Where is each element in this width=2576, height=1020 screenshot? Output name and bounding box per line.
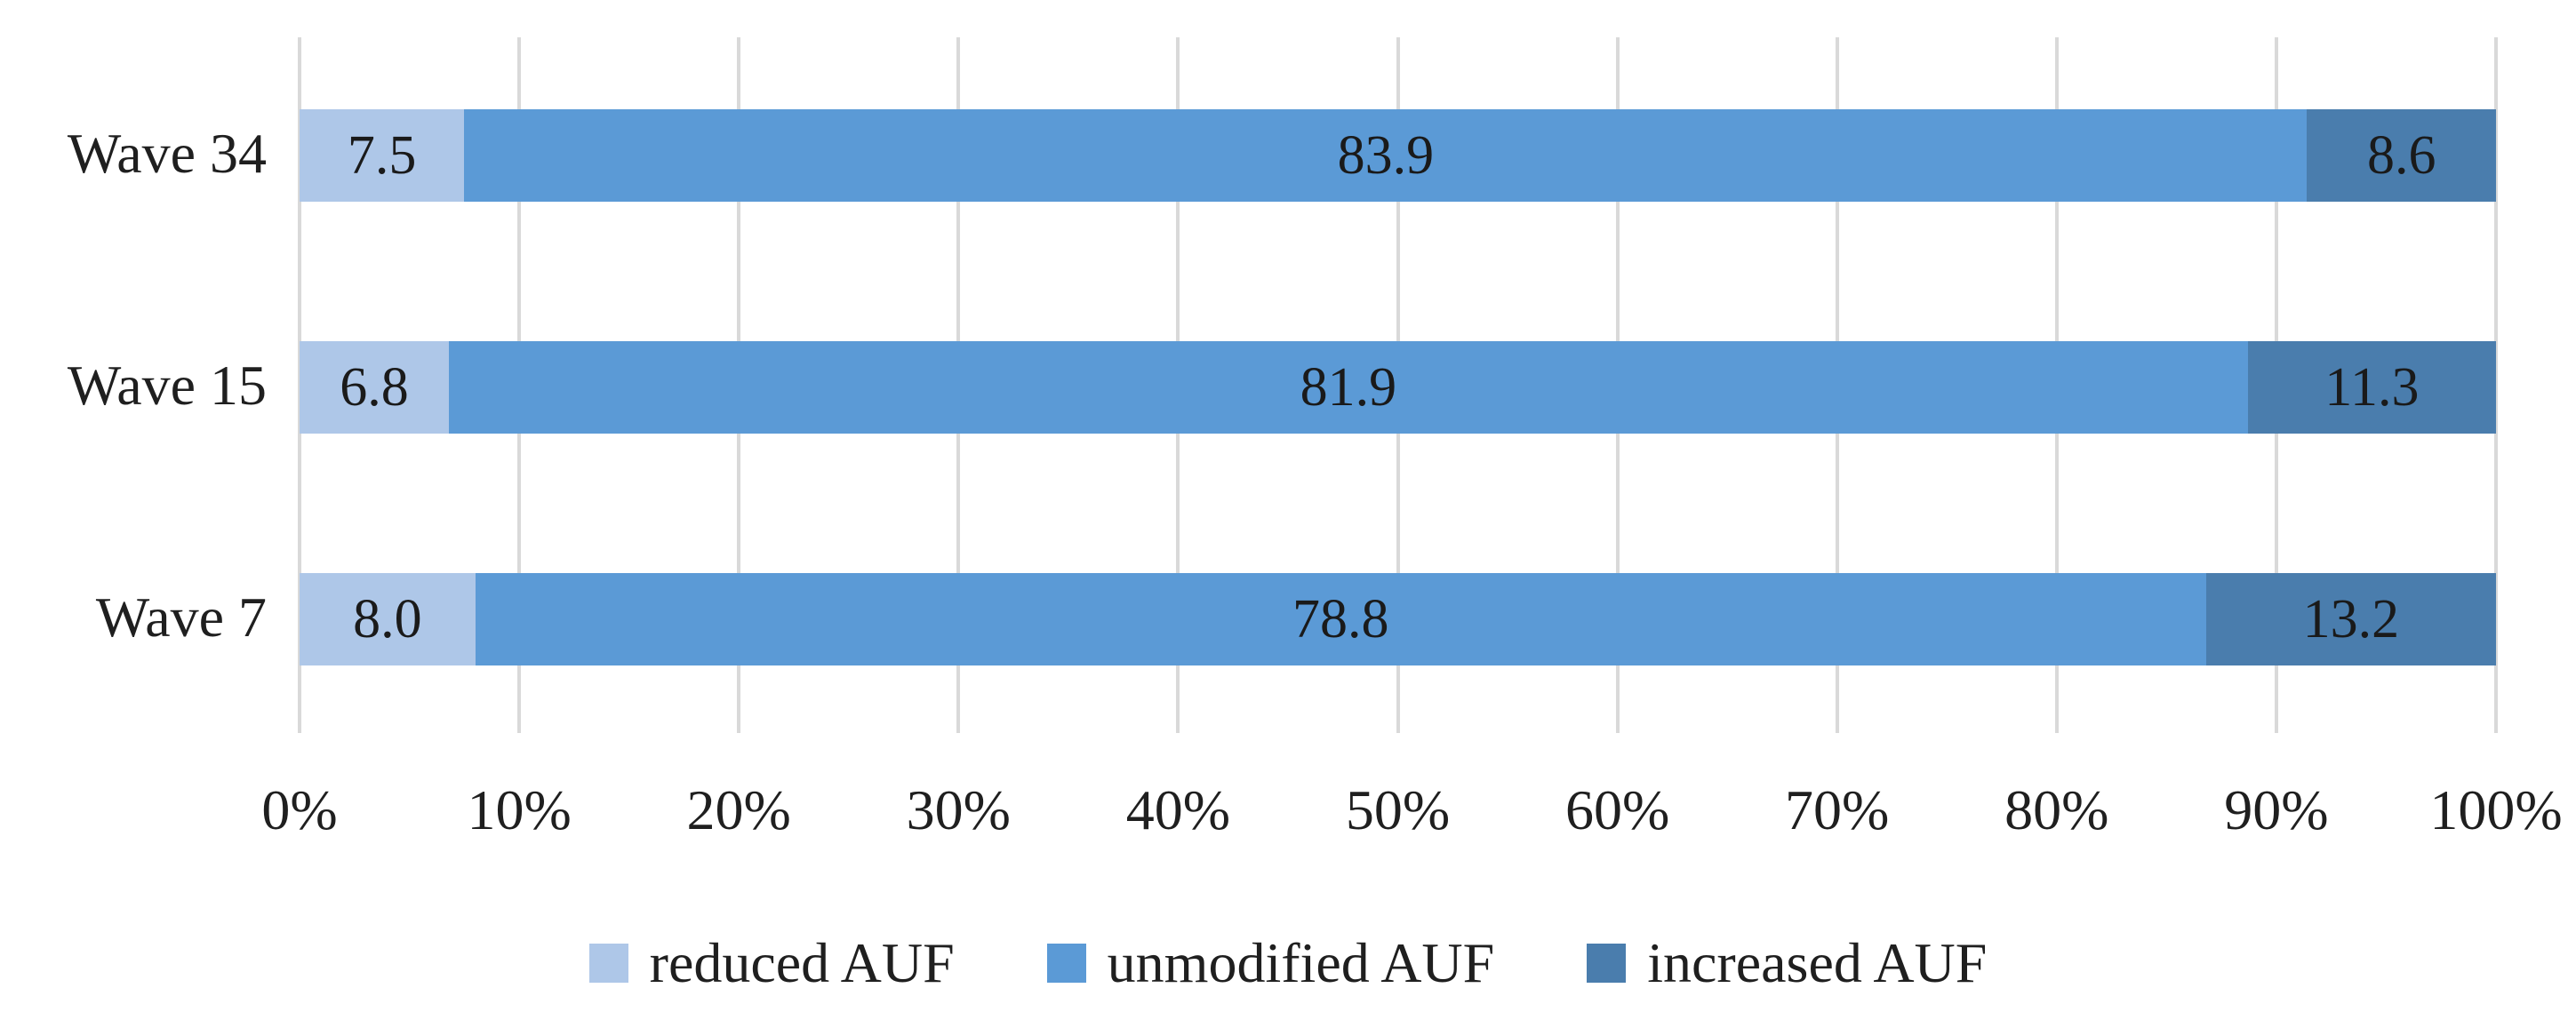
x-tick-label: 70% <box>1785 778 1890 841</box>
x-tick-label: 40% <box>1125 778 1231 841</box>
data-label: 8.0 <box>353 589 422 649</box>
plot-area: 7.5 83.9 8.6 6.8 81.9 11.3 8.0 78.8 13.2 <box>298 37 2498 733</box>
bar-row: 6.8 81.9 11.3 <box>300 341 2496 434</box>
bar-segment-unmodified-auf: 78.8 <box>475 573 2206 665</box>
category-label: Wave 34 <box>67 122 267 185</box>
x-tick-label: 60% <box>1564 778 1670 841</box>
data-label: 78.8 <box>1292 589 1389 649</box>
legend-item-increased-auf: increased AUF <box>1587 935 1987 992</box>
data-label: 11.3 <box>2324 357 2420 418</box>
legend-label: reduced AUF <box>649 931 955 994</box>
gridline <box>2494 37 2498 733</box>
data-label: 13.2 <box>2302 589 2400 649</box>
bar-segment-increased-auf: 11.3 <box>2247 341 2496 434</box>
x-tick-label: 10% <box>467 778 572 841</box>
legend-swatch-icon <box>1046 944 1086 983</box>
bar-segment-unmodified-auf: 81.9 <box>449 341 2248 434</box>
x-tick-label: 80% <box>2004 778 2109 841</box>
data-label: 8.6 <box>2366 125 2436 186</box>
bar-row: 7.5 83.9 8.6 <box>300 109 2496 202</box>
x-tick-label: 30% <box>906 778 1011 841</box>
legend-swatch-icon <box>588 944 628 983</box>
bar-segment-increased-auf: 8.6 <box>2307 109 2496 202</box>
category-label: Wave 7 <box>95 586 267 649</box>
bar-segment-unmodified-auf: 83.9 <box>464 109 2308 202</box>
x-tick-label: 100% <box>2429 778 2563 841</box>
legend-item-reduced-auf: reduced AUF <box>588 931 955 994</box>
legend-label: unmodified AUF <box>1107 931 1495 994</box>
bar-segment-reduced-auf: 8.0 <box>300 573 476 665</box>
x-tick-label: 50% <box>1345 778 1451 841</box>
legend-item-unmodified-auf: unmodified AUF <box>1046 931 1495 994</box>
data-label: 83.9 <box>1337 125 1435 186</box>
legend: reduced AUF unmodified AUF increased AUF <box>0 922 2576 1004</box>
bar-segment-reduced-auf: 7.5 <box>300 109 465 202</box>
data-label: 7.5 <box>347 125 417 186</box>
legend-swatch-icon <box>1587 944 1627 983</box>
x-tick-label: 90% <box>2224 778 2329 841</box>
category-label: Wave 15 <box>67 354 267 417</box>
data-label: 6.8 <box>340 357 409 418</box>
x-tick-label: 0% <box>261 778 338 841</box>
bar-segment-increased-auf: 13.2 <box>2205 573 2496 665</box>
legend-label: increased AUF <box>1647 931 1988 994</box>
bar-row: 8.0 78.8 13.2 <box>300 573 2496 665</box>
bar-segment-reduced-auf: 6.8 <box>300 341 450 434</box>
x-tick-label: 20% <box>686 778 791 841</box>
data-label: 81.9 <box>1300 357 1397 418</box>
